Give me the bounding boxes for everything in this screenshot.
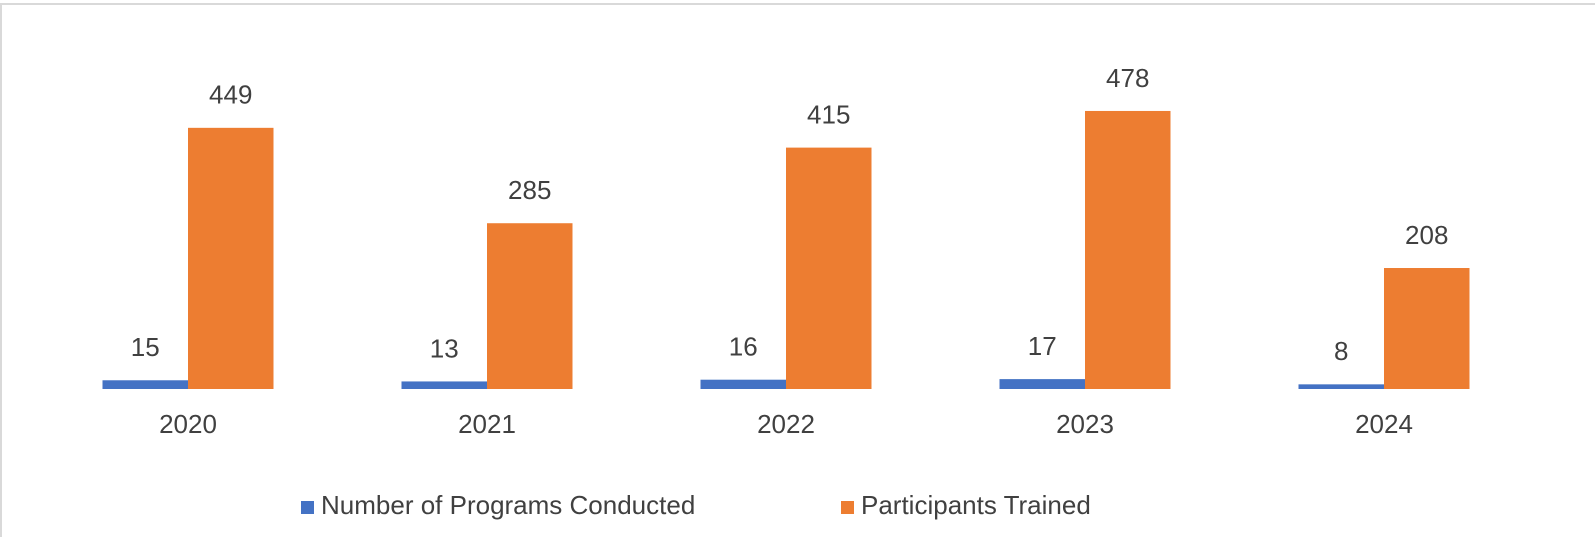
bar: [700, 379, 786, 389]
data-label: 415: [807, 99, 850, 129]
data-label: 449: [209, 80, 252, 110]
bar: [786, 147, 872, 389]
data-label: 208: [1405, 220, 1448, 250]
bar: [1085, 110, 1171, 390]
bar: [1384, 268, 1470, 389]
bar: [401, 381, 487, 389]
bar: [487, 223, 573, 389]
bar: [188, 127, 274, 389]
data-label: 285: [508, 175, 551, 205]
data-label: 13: [430, 333, 459, 363]
data-label: 17: [1028, 331, 1057, 361]
legend-label: Number of Programs Conducted: [321, 490, 695, 520]
x-tick-label: 2020: [159, 409, 217, 439]
data-label: 8: [1334, 336, 1348, 366]
data-label: 478: [1106, 63, 1149, 93]
data-label: 16: [729, 332, 758, 362]
bar: [102, 380, 188, 389]
x-tick-label: 2023: [1056, 409, 1114, 439]
legend-swatch: [301, 501, 314, 514]
legend-swatch: [841, 501, 854, 514]
bar: [1298, 384, 1384, 389]
data-label: 15: [131, 332, 160, 362]
x-tick-label: 2022: [757, 409, 815, 439]
x-tick-label: 2024: [1355, 409, 1413, 439]
bar: [999, 379, 1085, 389]
x-tick-label: 2021: [458, 409, 516, 439]
legend-label: Participants Trained: [861, 490, 1091, 520]
